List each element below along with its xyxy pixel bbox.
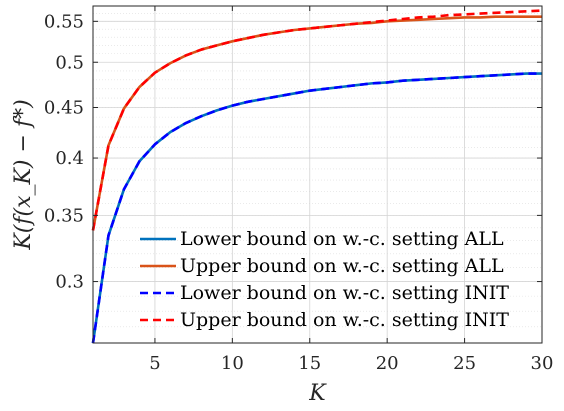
minor-grid [93,13,542,328]
x-tick-label: 15 [298,353,321,374]
series-line-3 [91,72,542,344]
plot-frame [92,5,543,344]
legend-label-2: Upper bound on w.-c. setting ALL [180,255,504,277]
x-tick-label: 10 [221,353,244,374]
x-tick-label: 25 [453,353,476,374]
x-axis-label: K [308,381,327,406]
x-tick-label: 5 [149,353,160,374]
series-layer [91,9,543,344]
legend: Lower bound on w.-c. setting ALL Upper bo… [140,228,509,331]
y-tick-label: 0.5 [55,52,84,73]
legend-label-4: Upper bound on w.-c. setting INIT [180,309,509,331]
y-tick-label: 0.55 [44,11,84,32]
series-line-4 [91,9,543,231]
y-tick-label: 0.45 [44,97,84,118]
ticks [93,6,543,343]
y-tick-label: 0.3 [55,272,84,293]
y-tick-label: 0.35 [44,205,84,226]
y-axis-label: K(f(x_K) − f*) [11,99,36,250]
x-tick-labels: 5 10 15 20 25 30 [149,353,553,374]
x-tick-label: 30 [531,353,554,374]
y-tick-label: 0.4 [55,148,84,169]
x-tick-label: 20 [376,353,399,374]
series-line-2 [91,15,542,231]
legend-label-3: Lower bound on w.-c. setting INIT [180,282,509,304]
legend-label-1: Lower bound on w.-c. setting ALL [180,228,504,250]
y-tick-labels: 0.3 0.35 0.4 0.45 0.5 0.55 [44,11,84,292]
